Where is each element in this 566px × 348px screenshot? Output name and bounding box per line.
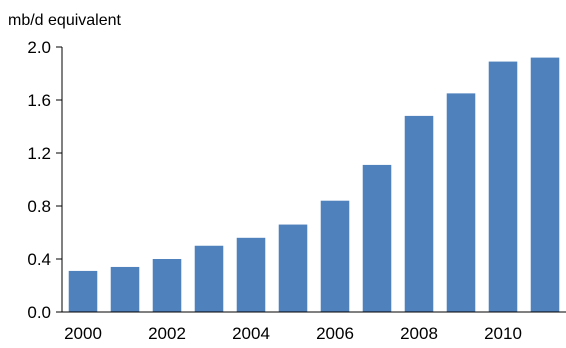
x-tick-label-2004: 2004 — [232, 324, 270, 343]
bar-2001 — [110, 266, 140, 312]
bar-2006 — [320, 200, 350, 312]
bar-2010 — [488, 61, 518, 312]
y-axis-unit-label: mb/d equivalent — [8, 12, 122, 29]
bar-2003 — [194, 245, 224, 312]
x-axis: 2000 2002 2004 2006 2008 2010 — [62, 311, 566, 343]
x-tick-label-2006: 2006 — [316, 324, 354, 343]
y-axis: 0.0 0.4 0.8 1.2 1.6 2.0 — [27, 38, 63, 322]
y-tick-label-2.0: 2.0 — [27, 38, 51, 57]
bar-2005 — [278, 224, 308, 312]
bar-2007 — [362, 164, 392, 312]
x-tick-label-2002: 2002 — [148, 324, 186, 343]
bar-2008 — [404, 115, 434, 313]
x-tick-label-2008: 2008 — [400, 324, 438, 343]
x-tick-label-2000: 2000 — [64, 324, 102, 343]
y-tick-label-0.8: 0.8 — [27, 197, 51, 216]
bar-2002 — [152, 259, 182, 312]
bar-2011 — [530, 57, 560, 312]
x-tick-label-2010: 2010 — [484, 324, 522, 343]
bars-group — [68, 57, 560, 313]
y-tick-label-1.6: 1.6 — [27, 91, 51, 110]
bar-2009 — [446, 93, 476, 313]
y-tick-label-0.4: 0.4 — [27, 250, 51, 269]
y-tick-label-0.0: 0.0 — [27, 303, 51, 322]
y-tick-label-1.2: 1.2 — [27, 144, 51, 163]
bar-2000 — [68, 270, 98, 312]
bar-2004 — [236, 237, 266, 312]
